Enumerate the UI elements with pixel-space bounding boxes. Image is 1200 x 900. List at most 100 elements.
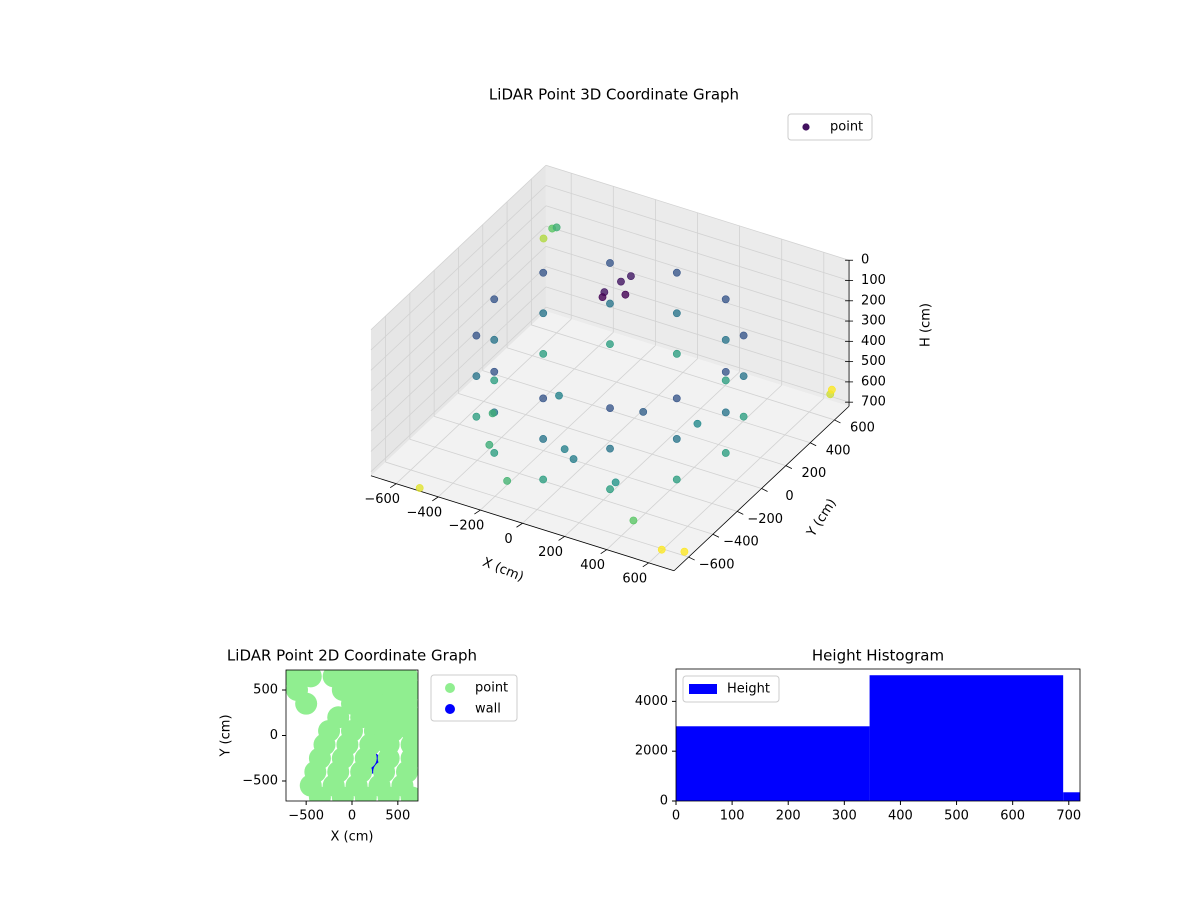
point <box>598 293 607 302</box>
z-tick-label: 0 <box>861 253 869 268</box>
point <box>400 786 418 801</box>
point <box>680 547 689 556</box>
z-tick-label: 500 <box>861 354 886 369</box>
point <box>672 268 681 277</box>
legend-marker <box>445 683 455 693</box>
x-tick-label: 0 <box>348 809 356 824</box>
z-tick-label: 400 <box>861 334 886 349</box>
bar <box>676 726 870 801</box>
point <box>295 692 318 715</box>
z-tick-label: 100 <box>861 273 886 288</box>
bar <box>869 675 1064 801</box>
point <box>539 435 548 443</box>
point <box>606 299 614 308</box>
point <box>721 367 730 376</box>
point <box>672 309 681 318</box>
y-tick <box>737 510 744 515</box>
point <box>672 349 681 358</box>
y-tick <box>761 488 768 492</box>
chart-3d: −600−400−2000200400600−600−400−200020040… <box>364 86 933 587</box>
grid-line <box>370 185 547 351</box>
x-tick-label: 0 <box>672 809 680 824</box>
grid-line <box>545 266 850 363</box>
point <box>503 476 512 485</box>
point <box>485 440 494 449</box>
point <box>539 475 548 484</box>
point <box>569 455 578 463</box>
y-tick-label: 4000 <box>635 694 668 709</box>
point <box>539 268 548 277</box>
x-tick-label: −600 <box>364 492 400 507</box>
point <box>308 786 331 801</box>
x-tick-label: 600 <box>1000 809 1025 824</box>
grid-line <box>458 393 762 489</box>
point <box>472 412 481 421</box>
x-tick-label: 500 <box>385 809 410 824</box>
axis-line <box>370 475 675 572</box>
point <box>721 408 730 417</box>
y-axis-label: Y (cm) <box>219 714 234 757</box>
point <box>739 372 748 380</box>
legend-box <box>787 113 873 141</box>
y-tick-label: 500 <box>253 683 278 698</box>
grid-line <box>545 245 850 342</box>
legend-label: wall <box>475 702 501 717</box>
point <box>490 449 499 457</box>
y-tick-label: 600 <box>850 420 875 435</box>
point <box>606 444 614 453</box>
point <box>472 372 481 381</box>
axis-line <box>673 405 850 572</box>
y-tick-label: 0 <box>660 794 668 809</box>
x-tick-label: 200 <box>776 809 801 824</box>
grid-line <box>545 286 850 383</box>
point <box>721 295 730 304</box>
grid-line <box>506 347 811 444</box>
chart-histogram: Height 0 100 200 300 400 500 600 700 0 2000 4000 Hei… <box>635 647 1081 824</box>
z-tick-label: 700 <box>861 395 886 410</box>
point <box>539 394 548 403</box>
x-tick-label: 700 <box>1056 809 1081 824</box>
point <box>827 385 836 394</box>
y-tick <box>809 442 817 447</box>
point <box>606 404 614 412</box>
y-tick-label: −200 <box>747 512 783 527</box>
z-axis-label: H (cm) <box>919 303 934 347</box>
y-tick-label: 400 <box>826 443 851 458</box>
x-tick-label: 400 <box>888 809 913 824</box>
point <box>739 412 748 421</box>
point <box>672 394 681 403</box>
x-tick-label: −500 <box>288 809 324 824</box>
legend-marker <box>802 123 810 131</box>
legend-patch <box>689 684 717 694</box>
axes-frame <box>675 668 1081 802</box>
point <box>721 376 730 385</box>
point <box>415 484 424 492</box>
y-tick-label: −500 <box>242 773 278 788</box>
grid-line <box>370 225 547 391</box>
point <box>490 367 499 376</box>
x-tick <box>474 509 481 515</box>
y-tick-label: 200 <box>801 466 826 481</box>
z-tick-label: 600 <box>861 374 886 389</box>
grid-line <box>482 370 786 467</box>
point <box>606 485 614 494</box>
y-tick-label: −600 <box>699 558 735 573</box>
point <box>488 409 497 418</box>
x-tick-label: 0 <box>504 532 512 547</box>
legend-label: point <box>475 681 508 696</box>
y-tick-label: 0 <box>785 489 793 504</box>
point <box>629 516 638 525</box>
grid-line <box>545 306 850 403</box>
point <box>472 331 481 340</box>
z-tick-label: 300 <box>861 314 886 329</box>
y-tick <box>712 533 720 538</box>
point <box>539 349 548 358</box>
legend-label: Height <box>727 682 770 697</box>
y-tick-label: 2000 <box>635 744 668 759</box>
grid-line <box>545 185 850 281</box>
point <box>721 335 730 344</box>
x-tick <box>389 483 397 489</box>
legend-marker <box>445 704 455 714</box>
point <box>539 309 548 318</box>
